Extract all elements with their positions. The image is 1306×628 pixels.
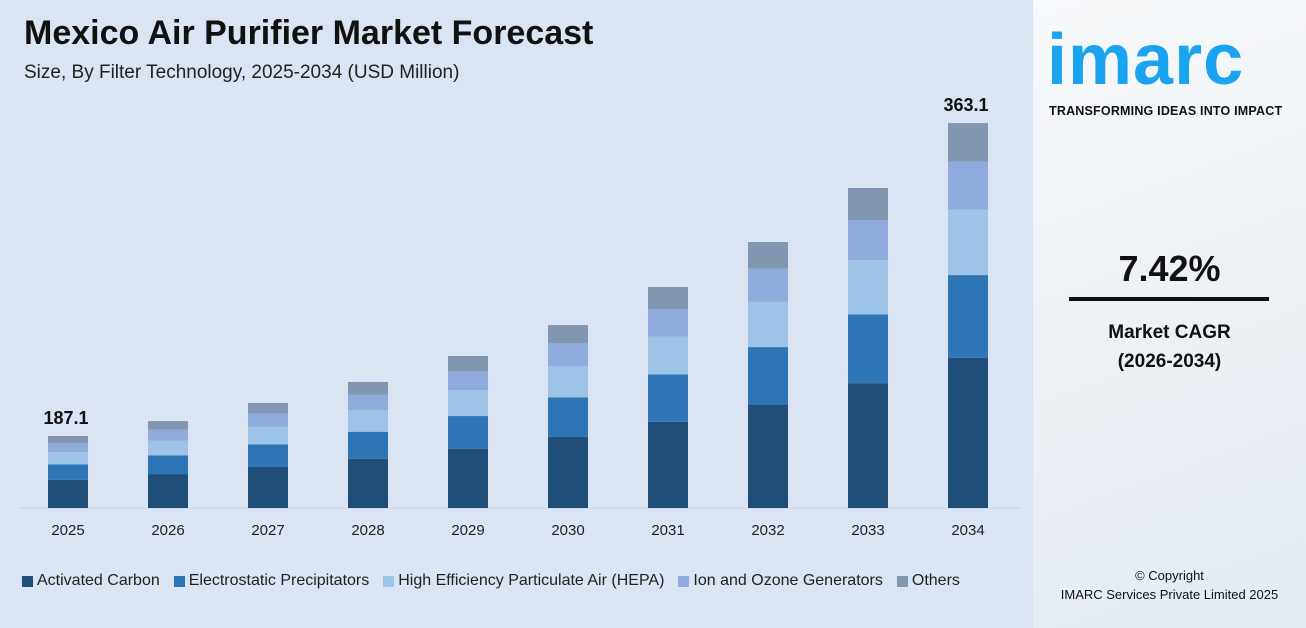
legend-label: Electrostatic Precipitators: [188, 572, 370, 589]
legend-swatch: [173, 575, 185, 587]
bar-segment-2027-1: [248, 444, 288, 468]
legend-label: Activated Carbon: [37, 572, 160, 589]
bar-segment-2033-3: [848, 220, 888, 260]
x-tick-label: 2025: [51, 522, 84, 539]
bar-segment-2030-1: [548, 397, 588, 437]
bar-segment-2030-3: [548, 343, 588, 367]
cagr-label: Market CAGR (2026-2034): [1033, 318, 1306, 376]
legend-item: Others: [896, 572, 960, 590]
legend-label: Ion and Ozone Generators: [693, 572, 883, 589]
bar-segment-2028-3: [348, 394, 388, 411]
bar-segment-2032-3: [748, 268, 788, 302]
bar-segment-2026-1: [148, 455, 188, 475]
chart-subtitle: Size, By Filter Technology, 2025-2034 (U…: [24, 62, 460, 83]
bar-segment-2032-1: [748, 347, 788, 405]
bar-segment-2026-2: [148, 440, 188, 456]
chart-title: Mexico Air Purifier Market Forecast: [24, 14, 594, 52]
bar-segment-2031-1: [648, 374, 688, 422]
tagline: TRANSFORMING IDEAS INTO IMPACT: [1049, 104, 1283, 118]
bar-segment-2033-0: [848, 383, 888, 508]
x-tick-label: 2029: [451, 522, 484, 539]
legend-swatch: [896, 575, 908, 587]
bar-segment-2028-1: [348, 431, 388, 459]
bar-segment-2034-4: [948, 123, 988, 162]
legend-label: Others: [911, 572, 960, 589]
legend-item: Activated Carbon: [22, 572, 160, 590]
bar-segment-2028-4: [348, 381, 388, 395]
bar-segment-2030-4: [548, 325, 588, 344]
legend-swatch: [22, 575, 33, 587]
divider: [1069, 297, 1269, 301]
legend: Activated Carbon Electrostatic Precipitat…: [22, 572, 960, 590]
x-tick-label: 2034: [951, 522, 984, 539]
cagr-value: 7.42%: [1118, 248, 1221, 289]
cagr-label-text: Market CAGR: [1108, 322, 1231, 343]
bar-segment-2033-2: [848, 259, 888, 315]
bar-segment-2029-4: [448, 355, 488, 372]
copyright-line-1: © Copyright: [1135, 568, 1204, 583]
legend-label: High Efficiency Particulate Air (HEPA): [398, 572, 665, 589]
bar-segment-2031-2: [648, 336, 688, 375]
legend-item: Ion and Ozone Generators: [678, 572, 883, 590]
side-panel: imarc TRANSFORMING IDEAS INTO IMPACT 7.4…: [1033, 0, 1306, 628]
bar-segment-2034-3: [948, 161, 988, 210]
data-label: 187.1: [43, 408, 88, 428]
bar-segment-2025-4: [48, 435, 88, 444]
bar-segment-2027-0: [248, 467, 288, 508]
x-tick-label: 2032: [751, 522, 784, 539]
bar-segment-2033-1: [848, 314, 888, 384]
imarc-logo: imarc: [1047, 20, 1245, 100]
x-tick-label: 2030: [551, 522, 584, 539]
bar-segment-2027-4: [248, 402, 288, 414]
bar-segment-2030-0: [548, 436, 588, 508]
bar-segment-2032-4: [748, 242, 788, 269]
cagr-period: (2026-2034): [1117, 351, 1222, 372]
bar-segment-2029-0: [448, 448, 488, 508]
x-tick-label: 2033: [851, 522, 884, 539]
legend-item: Electrostatic Precipitators: [173, 572, 370, 590]
bar-segment-2033-4: [848, 187, 888, 221]
bar-chart: 2025 187.1 2026 2027 2028 2029 2030 2031 2032 203…: [18, 95, 1020, 539]
x-tick-label: 2026: [151, 522, 184, 539]
bar-segment-2028-2: [348, 410, 388, 432]
bar-segment-2026-4: [148, 421, 188, 430]
bar-segment-2029-2: [448, 390, 488, 417]
bar-segment-2030-2: [548, 366, 588, 398]
bar-segment-2025-3: [48, 443, 88, 453]
legend-item: High Efficiency Particulate Air (HEPA): [383, 572, 664, 590]
bar-segment-2032-0: [748, 404, 788, 508]
bar-segment-2027-3: [248, 413, 288, 427]
bar-segment-2031-3: [648, 309, 688, 337]
copyright: © Copyright IMARC Services Private Limit…: [1033, 566, 1306, 604]
x-tick-label: 2027: [251, 522, 284, 539]
bar-segment-2028-0: [348, 458, 388, 508]
bar-segment-2031-0: [648, 421, 688, 508]
legend-swatch: [383, 575, 395, 587]
x-tick-label: 2028: [351, 522, 384, 539]
bar-segment-2025-2: [48, 452, 88, 465]
bar-segment-2025-1: [48, 464, 88, 480]
bar-segment-2029-3: [448, 371, 488, 391]
bar-segment-2025-0: [48, 479, 88, 508]
chart-panel: Mexico Air Purifier Market Forecast Size…: [0, 0, 1033, 628]
bar-segment-2034-0: [948, 357, 988, 508]
bar-segment-2026-3: [148, 429, 188, 441]
bar-segment-2034-1: [948, 275, 988, 358]
legend-swatch: [678, 575, 690, 587]
data-label: 363.1: [943, 95, 988, 115]
copyright-line-2: IMARC Services Private Limited 2025: [1060, 587, 1279, 602]
bar-segment-2032-2: [748, 301, 788, 348]
bar-segment-2029-1: [448, 416, 488, 449]
bar-segment-2034-2: [948, 209, 988, 276]
bar-segment-2031-4: [648, 286, 688, 310]
x-tick-label: 2031: [651, 522, 684, 539]
bar-segment-2027-2: [248, 426, 288, 445]
bar-segment-2026-0: [148, 474, 188, 508]
